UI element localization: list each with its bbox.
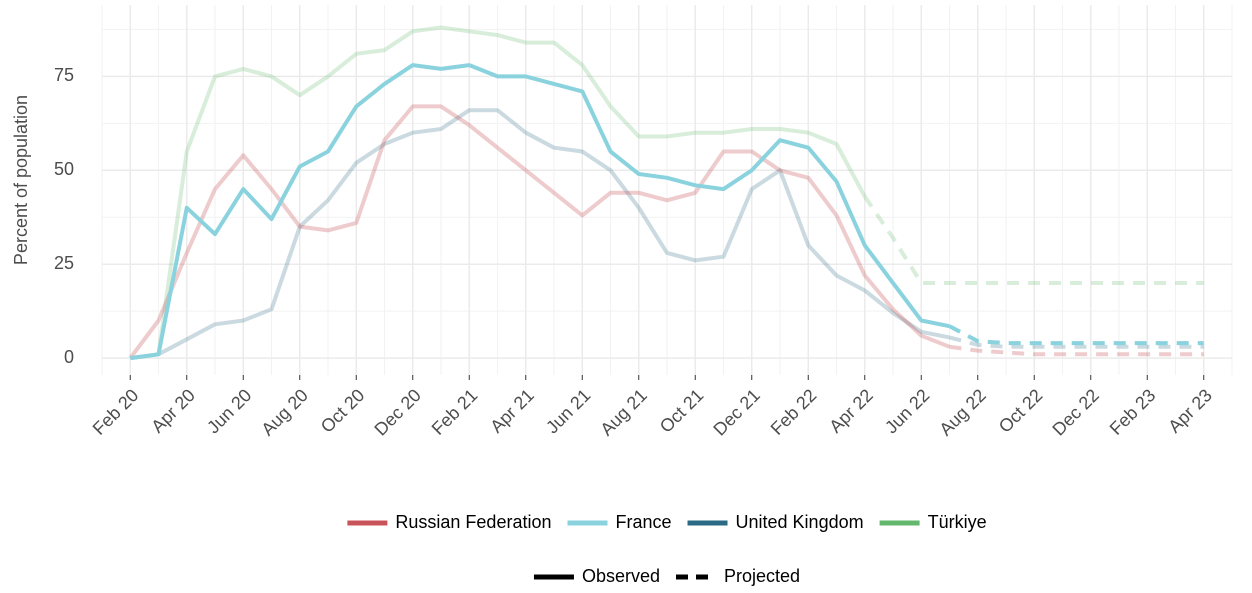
x-tick-label: Jun 20 xyxy=(203,385,255,437)
observed-line xyxy=(130,108,950,361)
x-tick-label: Apr 23 xyxy=(1164,385,1216,437)
projected-line xyxy=(948,324,1204,346)
y-tick-label: 50 xyxy=(54,159,74,179)
x-tick-label: Feb 20 xyxy=(89,385,143,439)
projected-line xyxy=(948,335,1204,349)
legend-label: France xyxy=(615,512,671,532)
x-tick-label: Dec 22 xyxy=(1048,385,1102,439)
y-axis-label: Percent of population xyxy=(11,95,31,265)
legend-label: United Kingdom xyxy=(736,512,864,532)
y-tick-label: 0 xyxy=(64,347,74,367)
x-tick-label: Apr 21 xyxy=(486,385,538,437)
legend: Russian Federation France United Kingdom Tü… xyxy=(347,512,987,532)
x-tick-label: Dec 21 xyxy=(709,385,763,439)
x-tick-label: Feb 22 xyxy=(767,385,821,439)
observed-line xyxy=(130,63,950,361)
x-tick-label: Oct 20 xyxy=(317,385,369,437)
legend: Observed Projected xyxy=(533,566,800,586)
observed-line xyxy=(130,25,867,361)
observed-line xyxy=(128,104,951,360)
x-tick-label: Feb 23 xyxy=(1106,385,1160,439)
legend-label: Observed xyxy=(582,566,660,586)
legend-label: Projected xyxy=(724,566,800,586)
x-tick-label: Jun 21 xyxy=(542,385,594,437)
projected-line xyxy=(949,344,1204,357)
legend-label: Russian Federation xyxy=(395,512,551,532)
x-tick-label: Aug 22 xyxy=(935,385,989,439)
y-tick-label: 75 xyxy=(54,65,74,85)
x-tick-label: Feb 21 xyxy=(428,385,482,439)
legend-label: Türkiye xyxy=(928,512,987,532)
x-tick-label: Oct 21 xyxy=(656,385,708,437)
x-tick-label: Dec 20 xyxy=(370,385,424,439)
x-tick-label: Aug 20 xyxy=(257,385,311,439)
x-tick-label: Aug 21 xyxy=(596,385,650,439)
x-tick-label: Oct 22 xyxy=(995,385,1047,437)
x-tick-label: Apr 20 xyxy=(147,385,199,437)
x-tick-label: Jun 22 xyxy=(881,385,933,437)
y-tick-label: 25 xyxy=(54,253,74,273)
x-tick-label: Apr 22 xyxy=(825,385,877,437)
projected-line xyxy=(863,195,1204,285)
